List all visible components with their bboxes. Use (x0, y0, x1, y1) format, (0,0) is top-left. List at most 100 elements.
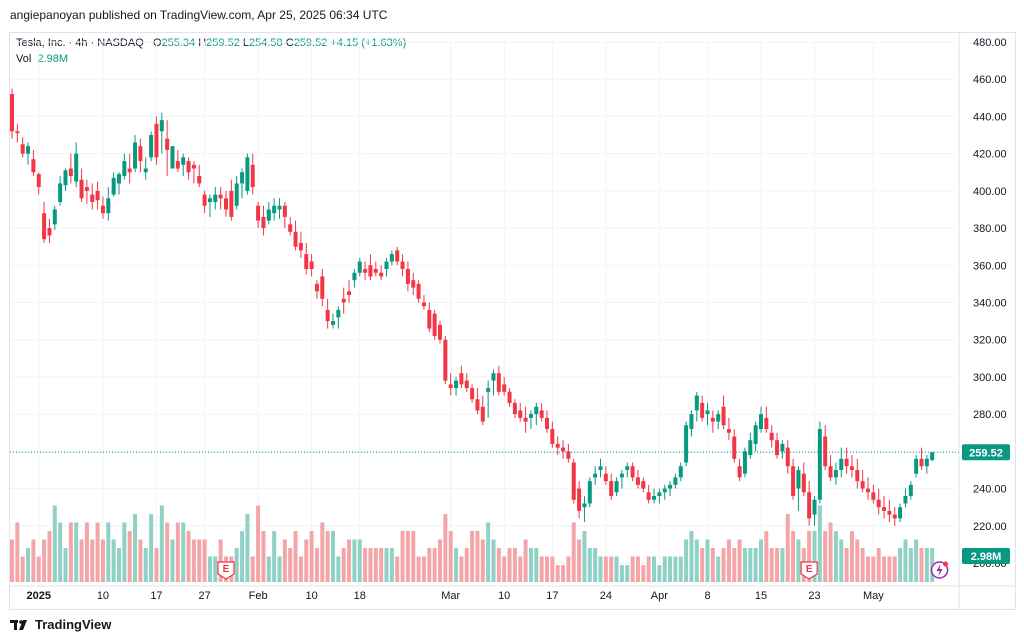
candle-body (668, 484, 673, 489)
candle-body (411, 280, 416, 288)
volume-bar (914, 539, 919, 582)
volume-bar (919, 548, 924, 582)
candle-body (15, 131, 20, 134)
candle-body (170, 146, 175, 169)
volume-bar (507, 548, 512, 582)
volume-bar (828, 522, 833, 582)
open-value: 255.34 (161, 37, 196, 49)
candle-body (175, 161, 180, 169)
earnings-marker-icon (800, 561, 818, 580)
volume-bar (304, 539, 309, 582)
volume-bar (866, 556, 870, 582)
candle-body (197, 175, 202, 184)
volume-bar (721, 548, 726, 582)
volume-bar (678, 556, 683, 582)
candle-body (234, 183, 239, 206)
volume-bar (512, 548, 517, 582)
volume-bar (475, 531, 480, 582)
change-value: +4.15 (+1.63%) (330, 37, 407, 49)
volume-bar (614, 556, 619, 582)
candle-body (20, 144, 25, 154)
volume-bar (234, 548, 239, 582)
candle-body (539, 410, 544, 418)
candle-body (796, 469, 801, 489)
volume-bar (470, 531, 475, 582)
volume-bar (662, 556, 667, 582)
candle-body (914, 458, 919, 474)
volume-bar (791, 531, 796, 582)
candle-body (42, 213, 47, 240)
candle-body (26, 146, 31, 154)
symbol-label[interactable]: Tesla, Inc. · 4h · NASDAQ (16, 37, 144, 49)
candle-body (282, 205, 287, 217)
earnings-marker-icon (217, 561, 235, 580)
price-tick-label: 280.00 (973, 409, 1007, 421)
volume-bar (443, 514, 448, 582)
volume-bar (561, 565, 566, 582)
volume-bar (159, 505, 164, 582)
volume-bar (10, 539, 14, 582)
candle-body (502, 384, 507, 392)
time-tick-label: 10 (97, 590, 109, 602)
price-tick-label: 240.00 (973, 484, 1007, 496)
candle-body (635, 477, 640, 485)
volume-bar (95, 522, 100, 582)
volume-bar (20, 556, 25, 582)
candle-body (106, 198, 111, 214)
volume-bar (421, 556, 426, 582)
candle-body (288, 224, 293, 232)
candle-body (218, 194, 223, 199)
tradingview-logo-icon (10, 619, 27, 630)
volume-bar (416, 556, 421, 582)
candle-body (561, 447, 566, 452)
volume-bar (876, 548, 881, 582)
price-tick-label: 400.00 (973, 186, 1007, 198)
time-tick-label: 27 (198, 590, 210, 602)
candle-body (352, 272, 357, 281)
candle-body (347, 291, 352, 296)
candle-body (74, 153, 79, 182)
candle-body (593, 473, 598, 478)
price-tick-label: 460.00 (973, 74, 1007, 86)
candle-body (791, 466, 796, 497)
volume-bar (908, 548, 913, 582)
candle-body (673, 477, 678, 485)
candle-body (860, 481, 865, 489)
open-label: O (152, 37, 162, 49)
volume-bar (213, 556, 218, 582)
candle-body (769, 432, 774, 441)
candle-body (90, 194, 95, 203)
candle-body (250, 164, 255, 188)
candle-body (405, 269, 410, 284)
volume-bar (90, 539, 95, 582)
candle-body (240, 172, 245, 184)
footer-brand[interactable]: TradingView (10, 617, 111, 632)
candle-body (432, 313, 437, 336)
volume-bar (812, 531, 817, 582)
volume-bar (571, 522, 576, 582)
volume-bar (748, 548, 753, 582)
volume-bar (100, 539, 105, 582)
price-axis: 480.00 460.00 440.00 420.00 400.00 380.00 360.… (10, 32, 1010, 609)
time-tick-label: Feb (249, 590, 268, 602)
candle-body (84, 187, 89, 191)
candle-body (742, 451, 747, 474)
volume-bar (625, 565, 630, 582)
volume-bar (855, 539, 860, 582)
candle-body (507, 391, 512, 403)
volume-bar (106, 522, 111, 582)
candle-body (716, 414, 721, 422)
price-tick-label: 300.00 (973, 372, 1007, 384)
candle-body (314, 283, 319, 292)
volume-bar (298, 556, 303, 582)
candle-body (304, 254, 309, 270)
volume-bar (186, 531, 191, 582)
volume-bar (191, 539, 196, 582)
candle-body (395, 250, 400, 262)
candle-body (528, 414, 533, 418)
volume-bar (545, 556, 549, 582)
volume-bar (143, 548, 148, 582)
volume-bar (823, 531, 828, 582)
